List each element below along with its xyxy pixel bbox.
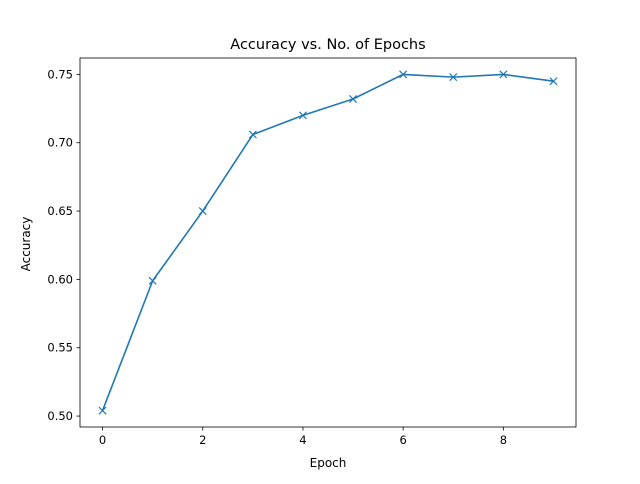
data-point-marker	[349, 94, 358, 104]
x-tick-label: 8	[500, 433, 507, 447]
y-tick-label: 0.50	[47, 409, 73, 423]
y-tick-label: 0.70	[47, 136, 73, 150]
series-line	[101, 73, 554, 411]
marker-stroke	[449, 73, 458, 82]
marker-stroke	[549, 77, 558, 86]
y-tick-label: 0.75	[47, 67, 73, 81]
data-point-marker	[248, 130, 257, 139]
axes-frame	[79, 57, 577, 428]
data-point-marker	[549, 77, 558, 86]
chart-title: Accuracy vs. No. of Epochs	[230, 37, 425, 53]
data-point-marker	[198, 207, 207, 216]
marker-stroke	[98, 406, 107, 415]
x-tick-label: 4	[299, 433, 306, 447]
y-tick-label: 0.60	[47, 272, 73, 286]
marker-stroke	[349, 94, 358, 104]
data-point-marker	[98, 406, 107, 415]
x-tick-label: 6	[399, 433, 406, 447]
marker-stroke	[499, 70, 508, 79]
marker-stroke	[298, 111, 307, 120]
axes-layer: 0 2 4 6 8 0.50 0.55 0.60 0.65 0.70 0.75	[47, 57, 577, 447]
marker-stroke	[399, 70, 408, 79]
y-tick-label: 0.55	[47, 341, 73, 355]
y-axis-label: Accuracy	[19, 217, 33, 272]
data-point-marker	[298, 111, 307, 120]
marker-stroke	[248, 130, 257, 139]
x-tick-label: 2	[199, 433, 206, 447]
marker-stroke	[148, 276, 157, 285]
x-tick-label: 0	[99, 433, 106, 447]
data-point-marker	[449, 73, 458, 82]
marker-stroke	[198, 207, 207, 216]
data-point-marker	[499, 70, 508, 79]
data-point-marker	[399, 70, 408, 79]
x-axis-label: Epoch	[310, 456, 347, 470]
y-tick-label: 0.65	[47, 204, 73, 218]
data-point-marker	[148, 276, 157, 285]
series-layer	[98, 70, 558, 415]
